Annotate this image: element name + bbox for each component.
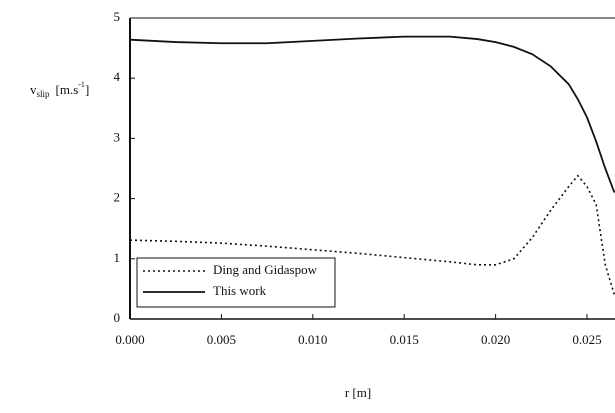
series-line [130, 174, 615, 296]
y-tick-label: 4 [114, 69, 121, 84]
y-tick-label: 5 [114, 9, 121, 24]
y-tick-label: 0 [114, 310, 121, 325]
x-tick-label: 0.005 [207, 332, 236, 347]
x-tick-label: 0.015 [390, 332, 419, 347]
y-tick-label: 2 [114, 190, 121, 205]
x-tick-label: 0.010 [298, 332, 327, 347]
legend-label: This work [213, 283, 267, 298]
x-tick-label: 0.020 [481, 332, 510, 347]
x-tick-label: 0.000 [115, 332, 144, 347]
x-tick-label: 0.025 [572, 332, 601, 347]
series-line [130, 35, 615, 193]
plot-area [130, 35, 615, 296]
y-axis-label: vslip [m.s-1] [30, 80, 89, 99]
y-tick-label: 1 [114, 250, 121, 265]
y-tick-label: 3 [114, 129, 121, 144]
x-axis-label: r [m] [345, 385, 371, 400]
legend-box [136, 257, 336, 308]
legend-label: Ding and Gidaspow [213, 262, 318, 277]
